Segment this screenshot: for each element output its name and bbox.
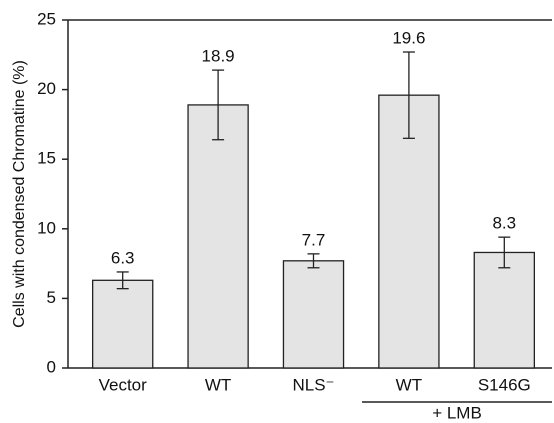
x-tick-label: WT (205, 375, 231, 394)
y-tick-label: 0 (47, 357, 56, 376)
error-bar (402, 51, 415, 139)
y-tick-label: 5 (47, 288, 56, 307)
bar (282, 260, 345, 369)
value-label: 8.3 (492, 214, 516, 233)
value-label: 19.6 (392, 29, 425, 48)
y-tick-label: 25 (37, 9, 56, 28)
y-axis-label: Cells with condensed Chromatine (%) (11, 60, 28, 328)
value-label: 18.9 (202, 47, 235, 66)
x-tick-label: Vector (99, 375, 148, 394)
x-tick-label: S146G (478, 375, 531, 394)
group-label: + LMB (432, 403, 482, 422)
y-tick-label: 20 (37, 79, 56, 98)
error-bar (307, 253, 320, 269)
y-tick-label: 10 (37, 218, 56, 237)
error-bar (116, 271, 129, 290)
bar (91, 279, 154, 369)
value-label: 6.3 (111, 248, 135, 267)
x-tick-label: NLS⁻ (292, 375, 334, 394)
y-tick-label: 15 (37, 149, 56, 168)
error-bar (212, 69, 225, 141)
error-bar (498, 236, 511, 269)
value-label: 7.7 (302, 230, 326, 249)
bar (187, 104, 249, 369)
x-tick-label: WT (396, 375, 422, 394)
bar (473, 251, 536, 369)
